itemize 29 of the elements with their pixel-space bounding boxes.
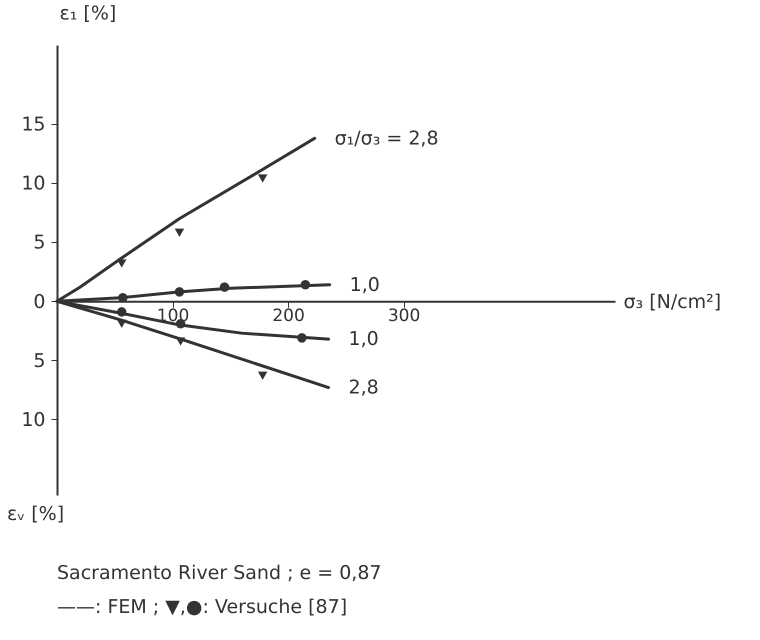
text: Sacramento River Sand ; e = 0,87 — [57, 562, 382, 584]
point — [258, 174, 268, 183]
y-tick-label: 5 — [33, 350, 46, 372]
point — [116, 259, 126, 268]
x-tick-label: 200 — [272, 306, 305, 326]
y-axis-title: ε₁ [%] — [60, 2, 116, 24]
series-label: σ₁/σ₃ = 2,8 — [334, 127, 439, 150]
point — [116, 307, 126, 317]
text: ——: FEM ; ▼,●: Versuche [87] — [57, 596, 348, 618]
point — [174, 228, 184, 237]
point — [258, 372, 268, 380]
point — [220, 282, 230, 292]
text: εᵥ [%] — [7, 503, 64, 525]
series-label: 1,0 — [348, 328, 379, 350]
y-tick-label: 0 — [33, 290, 46, 313]
point — [116, 320, 126, 328]
series-label: 2,8 — [348, 376, 379, 399]
y-tick-label: 10 — [21, 172, 46, 195]
point — [297, 333, 307, 343]
x-axis-title: σ₃ [N/cm²] — [624, 290, 722, 313]
point — [174, 287, 184, 297]
y-tick-label: 10 — [21, 408, 46, 431]
y-tick-label: 15 — [21, 114, 46, 136]
point — [118, 293, 128, 302]
point — [300, 280, 310, 290]
series-label: 1,0 — [350, 274, 380, 296]
point — [176, 337, 186, 346]
y-tick-label: 5 — [33, 232, 46, 254]
x-tick-label: 300 — [388, 306, 420, 326]
